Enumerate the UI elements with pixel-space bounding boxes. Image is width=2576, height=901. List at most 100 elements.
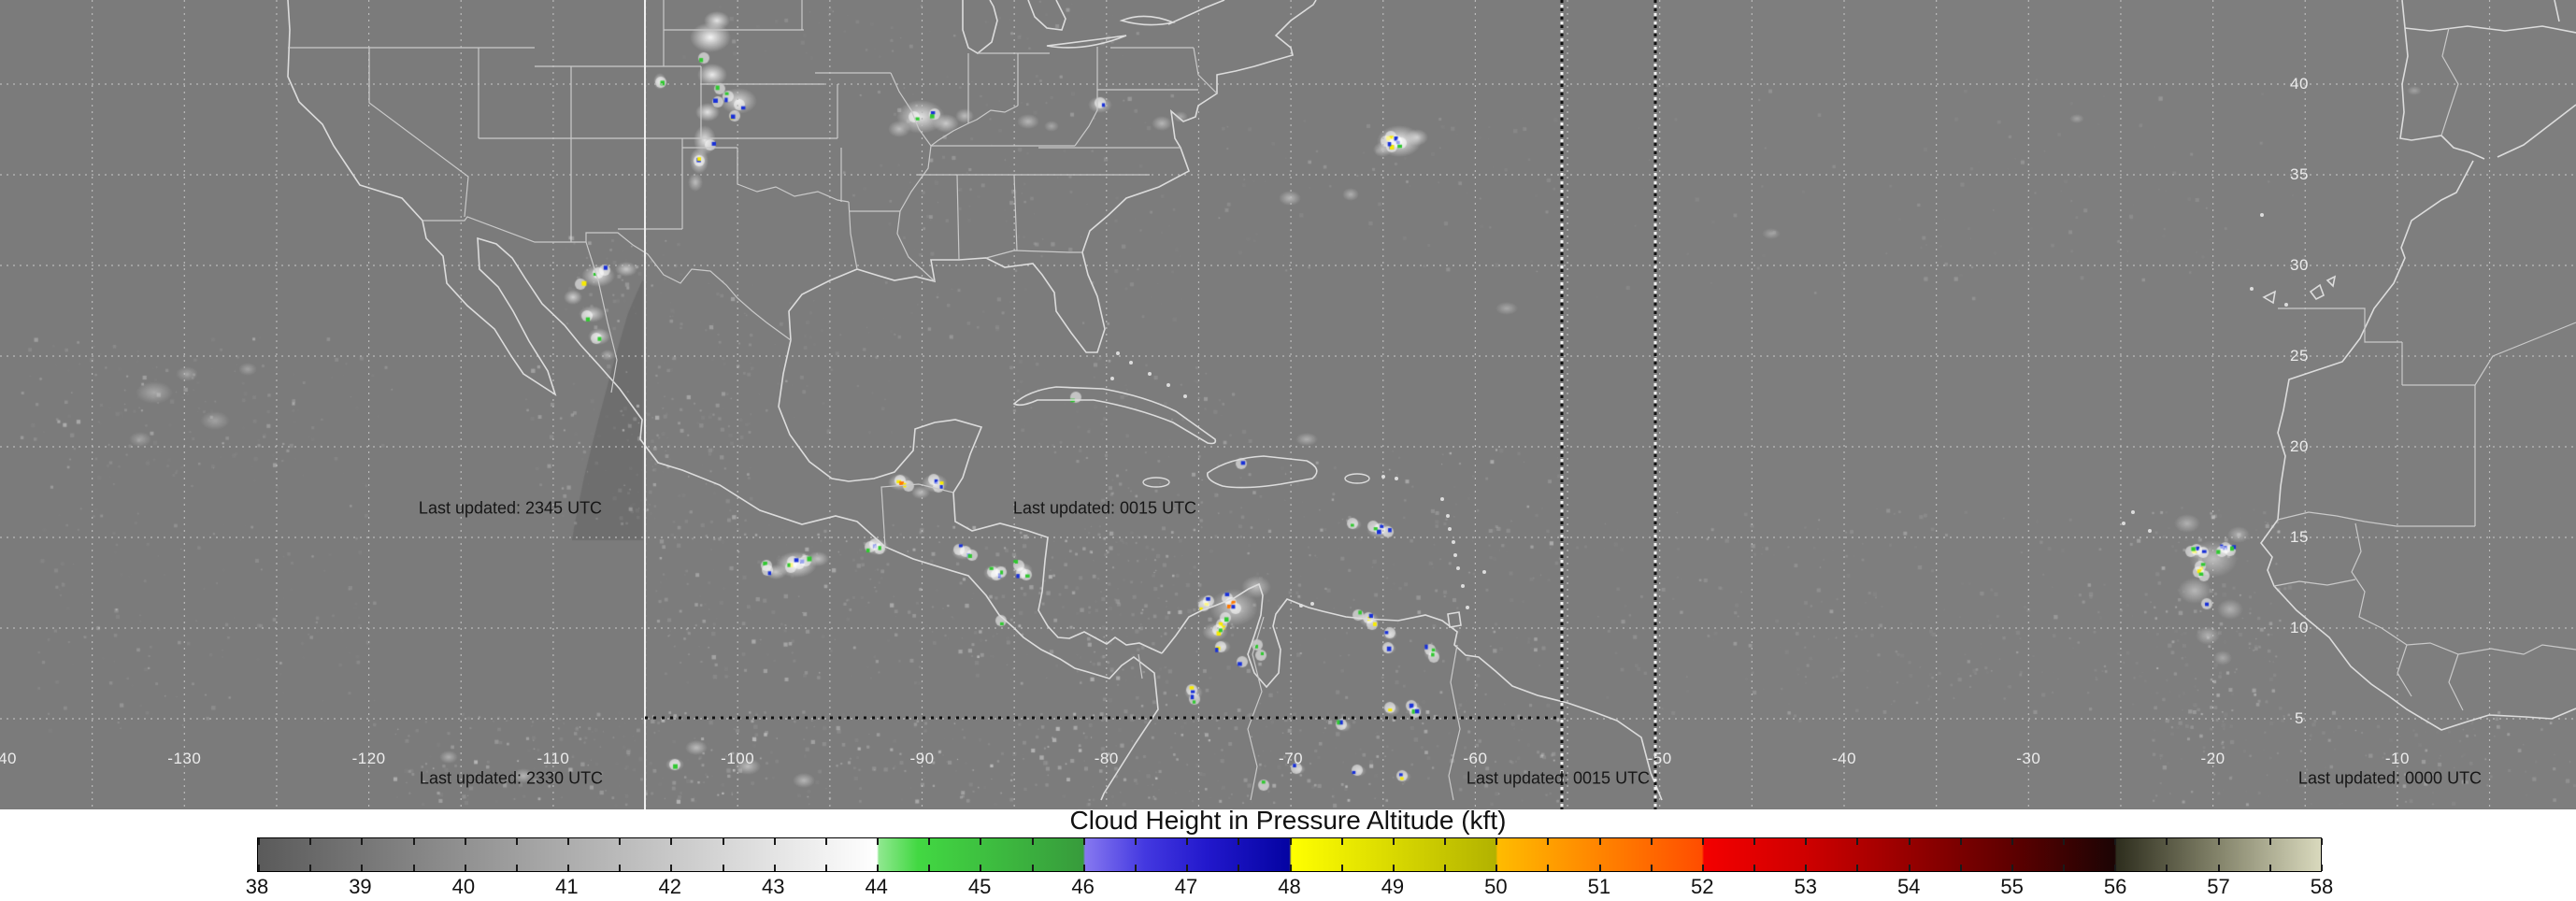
colorbar-tick-label: 48	[1278, 875, 1301, 898]
island-dot	[2131, 510, 2135, 514]
south-america-borders	[1138, 616, 1461, 801]
colorbar-tick-label: 40	[451, 875, 476, 898]
coastlines	[287, 0, 2576, 801]
latitude-label: 30	[2290, 256, 2309, 275]
colorbar-tick	[258, 865, 260, 871]
colorbar-tick	[1805, 838, 1808, 845]
island-dot	[1440, 497, 1444, 501]
colorbar-tick	[1547, 838, 1550, 845]
colorbar-tick-label: 44	[865, 875, 888, 898]
colorbar-tick	[824, 838, 827, 845]
last-updated-label: Last updated: 0015 UTC	[1466, 768, 1651, 788]
panel-dividers	[644, 0, 1657, 809]
longitude-label: -60	[1463, 750, 1488, 767]
puerto-rico-outline	[1344, 473, 1370, 484]
small-island-dots	[1110, 213, 2288, 609]
colorbar-tick	[877, 865, 880, 871]
colorbar-tick-label: 49	[1381, 875, 1405, 898]
island-dot	[1148, 372, 1152, 376]
island-dot	[1129, 361, 1133, 365]
colorbar-tick	[1959, 865, 1962, 871]
colorbar-tick	[980, 838, 982, 845]
colorbar-tick	[1908, 865, 1911, 871]
colorbar-tick	[1340, 865, 1343, 871]
island-dot	[1461, 584, 1465, 588]
latitude-label: 10	[2290, 619, 2309, 637]
colorbar-tick	[2268, 838, 2271, 845]
mexico-caribbean-coast	[778, 339, 1163, 654]
colorbar-tick	[2114, 838, 2117, 845]
colorbar-tick	[1392, 865, 1395, 871]
longitude-label: -130	[167, 750, 202, 767]
colorbar-tick	[1031, 838, 1034, 845]
colorbar-tick	[464, 838, 466, 845]
colorbar-tick	[1856, 865, 1859, 871]
colorbar-tick	[258, 838, 260, 845]
colorbar-tick	[1238, 865, 1240, 871]
great-lakes	[962, 0, 1225, 54]
island-dot	[2284, 303, 2288, 307]
colorbar-tick	[1444, 838, 1447, 845]
colorbar-tick	[1908, 838, 1911, 845]
colorbar-tick	[619, 838, 622, 845]
colorbar-tick	[309, 838, 312, 845]
colorbar-tick	[2166, 838, 2168, 845]
colorbar-tick-label: 56	[2103, 875, 2127, 898]
africa-coast	[2259, 160, 2576, 731]
island-dot	[2148, 529, 2152, 533]
latitude-label: 25	[2290, 347, 2309, 365]
colorbar-tick	[1598, 865, 1601, 871]
colorbar-tick	[309, 865, 312, 871]
north-america-pacific-coast	[287, 0, 1159, 801]
longitude-label: -20	[2200, 750, 2225, 767]
colorbar-tick-label: 46	[1071, 875, 1095, 898]
colorbar-tick	[2011, 865, 2013, 871]
colorbar-tick	[1753, 838, 1756, 845]
last-updated-label: Last updated: 0015 UTC	[1012, 498, 1197, 518]
colorbar-tick-label: 57	[2207, 875, 2230, 898]
us-state-borders	[288, 0, 1218, 548]
colorbar-title: Cloud Height in Pressure Altitude (kft)	[1069, 806, 1507, 835]
colorbar-tick	[1392, 838, 1395, 845]
colorbar-tick	[1650, 865, 1653, 871]
colorbar-tick	[980, 865, 982, 871]
colorbar-tick	[361, 838, 364, 845]
colorbar-tick	[824, 865, 827, 871]
colorbar-tick	[722, 838, 724, 845]
latitude-label: 40	[2290, 75, 2309, 93]
colorbar-tick	[567, 865, 570, 871]
colorbar-tick	[773, 865, 776, 871]
colorbar-tick	[2063, 838, 2066, 845]
latitude-label: 5	[2295, 709, 2304, 728]
longitude-label: -140	[0, 750, 18, 767]
colorbar-tick	[722, 865, 724, 871]
colorbar-tick-label: 43	[762, 875, 785, 898]
colorbar-tick	[2217, 865, 2220, 871]
colorbar-tick-label: 58	[2310, 875, 2334, 898]
colorbar-tick	[1134, 838, 1137, 845]
latitude-label: 15	[2290, 528, 2309, 547]
longitude-label: -70	[1279, 750, 1304, 767]
colorbar-tick	[1134, 865, 1137, 871]
last-updated-label: Last updated: 2330 UTC	[419, 768, 604, 788]
colorbar-tick	[2321, 838, 2323, 845]
island-dot	[1466, 606, 1469, 609]
island-dot	[1183, 394, 1187, 398]
us-mexico-border	[422, 216, 792, 341]
colorbar-tick	[2011, 838, 2013, 845]
colorbar-tick	[1650, 838, 1653, 845]
longitude-label: -90	[909, 750, 935, 767]
colorbar-tick-label: 45	[967, 875, 992, 898]
spain-portugal-border	[2440, 27, 2459, 136]
cuba-outline	[1012, 386, 1217, 445]
graticule-grid	[0, 0, 2576, 809]
colorbar-tick	[1340, 838, 1343, 845]
colorbar-tick	[2321, 865, 2323, 871]
colorbar-tick	[515, 865, 518, 871]
colorbar-tick	[412, 838, 415, 845]
island-dot	[1452, 540, 1455, 544]
iberia-coast	[2399, 0, 2576, 160]
colorbar-tick	[1289, 865, 1292, 871]
island-dot	[1453, 553, 1457, 557]
africa-borders	[2273, 307, 2576, 711]
